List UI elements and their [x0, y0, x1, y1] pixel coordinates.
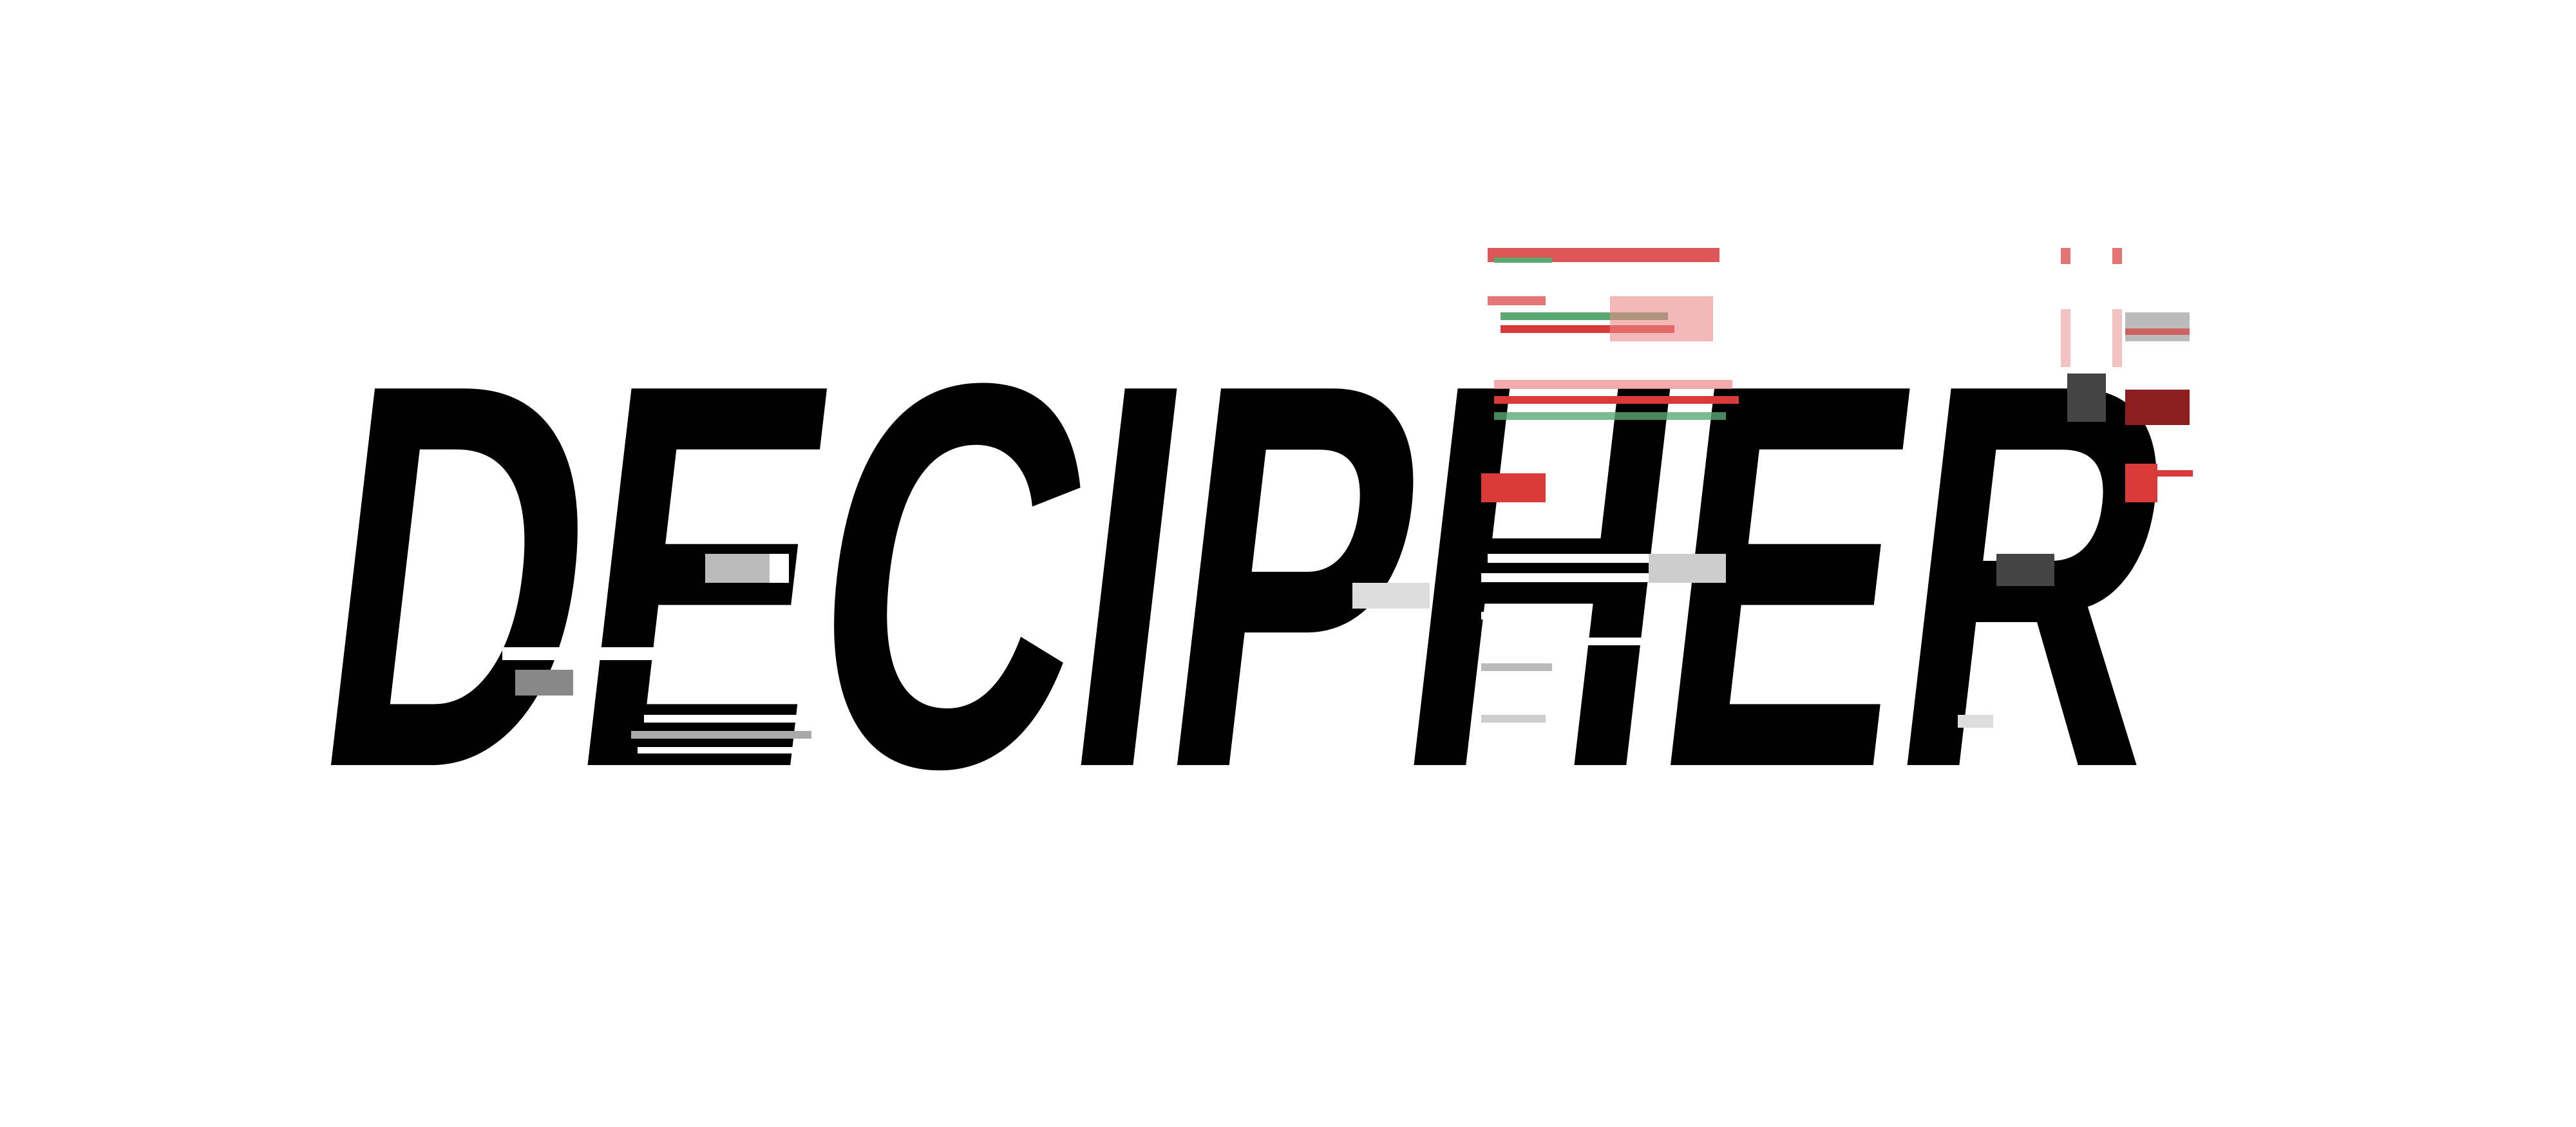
glitch-bar — [1494, 396, 1739, 404]
glitch-bar — [515, 670, 573, 696]
glitch-bar — [2125, 328, 2190, 335]
glitch-bar — [644, 715, 811, 723]
glitch-bar — [1481, 741, 1546, 748]
glitch-bar — [1481, 715, 1546, 723]
glitch-bar — [1488, 296, 1546, 305]
glitch-bar — [2157, 470, 2193, 477]
glitch-bar — [1352, 583, 1430, 609]
glitch-bar — [1610, 296, 1713, 341]
glitch-bar — [1494, 412, 1726, 420]
glitch-bar — [2125, 312, 2190, 341]
glitch-bar — [638, 747, 811, 753]
glitch-bar — [1481, 612, 1558, 620]
glitch-bar — [2125, 390, 2190, 425]
glitch-bar — [2061, 309, 2070, 367]
glitch-bar — [705, 554, 770, 583]
glitch-bar — [1481, 689, 1552, 697]
glitch-bar — [1958, 715, 1993, 728]
glitch-bar — [502, 647, 728, 660]
glitch-bar — [2112, 248, 2122, 264]
glitch-bar — [1481, 473, 1546, 502]
glitch-bar — [2125, 464, 2157, 502]
glitch-bar — [1481, 638, 1674, 645]
glitch-bar — [1649, 554, 1726, 583]
glitch-bar — [2067, 374, 2106, 422]
glitch-bar — [631, 731, 811, 739]
glitch-bar — [1996, 554, 2054, 586]
wordmark: DECIPHER — [293, 270, 2197, 882]
glitch-bar — [1494, 258, 1552, 263]
glitch-bar — [1481, 663, 1552, 671]
glitch-bar — [2112, 309, 2122, 367]
wordmark-text: DECIPHER — [293, 270, 2197, 882]
glitch-bar — [2061, 248, 2070, 264]
glitch-bar — [448, 583, 486, 615]
glitch-bar — [1494, 380, 1732, 389]
